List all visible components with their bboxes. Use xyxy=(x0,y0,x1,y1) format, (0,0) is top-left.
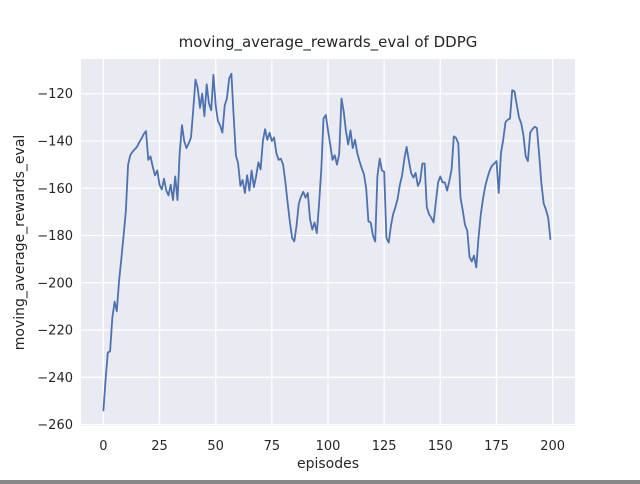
x-axis-label: episodes xyxy=(297,456,359,472)
x-tick-label: 25 xyxy=(151,439,168,454)
y-tick-label: −120 xyxy=(37,87,73,102)
y-tick-label: −160 xyxy=(37,182,73,197)
y-tick-labels: −260 −240 −220 −200 −180 −160 −140 −120 xyxy=(37,87,73,433)
x-tick-label: 100 xyxy=(316,439,341,454)
series-line xyxy=(102,72,552,412)
y-axis-label: moving_average_rewards_eval xyxy=(12,135,28,351)
x-tick-labels: 0 25 50 75 100 125 150 175 200 xyxy=(99,439,565,454)
y-tick-label: −180 xyxy=(37,229,73,244)
y-tick-label: −140 xyxy=(37,135,73,150)
y-tick-label: −260 xyxy=(37,418,73,433)
chart-title: moving_average_rewards_eval of DDPG xyxy=(179,33,478,52)
x-tick-label: 125 xyxy=(372,439,397,454)
y-tick-label: −200 xyxy=(37,276,73,291)
x-tick-label: 0 xyxy=(99,439,107,454)
x-tick-label: 50 xyxy=(207,439,224,454)
x-tick-label: 75 xyxy=(264,439,281,454)
y-tick-label: −220 xyxy=(37,324,73,339)
x-tick-label: 150 xyxy=(428,439,453,454)
gridlines xyxy=(81,59,575,426)
x-tick-label: 175 xyxy=(484,439,509,454)
y-tick-label: −240 xyxy=(37,371,73,386)
x-tick-label: 200 xyxy=(540,439,565,454)
